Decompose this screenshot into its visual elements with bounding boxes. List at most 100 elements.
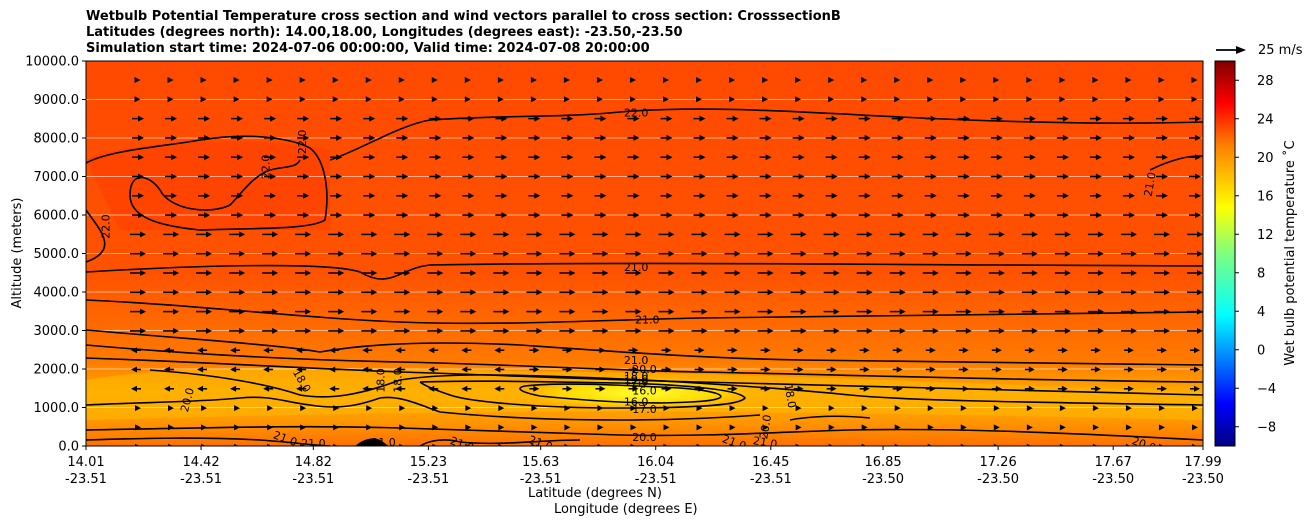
wind-arrow xyxy=(955,250,972,257)
wind-arrow xyxy=(691,308,708,315)
wind-arrow xyxy=(955,231,972,238)
wind-arrow xyxy=(856,327,873,334)
wind-arrow xyxy=(1056,115,1069,122)
quiver-key-arrow xyxy=(1216,46,1246,54)
wind-arrow xyxy=(361,327,378,334)
wind-arrow xyxy=(1189,212,1201,219)
contour-label: 20.0 xyxy=(1130,434,1157,455)
contour-18-b xyxy=(86,396,761,421)
wind-arrow xyxy=(361,250,378,257)
wind-arrow xyxy=(988,270,1005,276)
wind-arrow xyxy=(823,289,840,296)
wind-arrow xyxy=(823,270,840,276)
wind-arrow xyxy=(990,212,1003,219)
wind-arrow xyxy=(724,289,741,296)
wind-arrow xyxy=(396,154,409,161)
wind-arrow xyxy=(696,96,703,103)
wind-arrow xyxy=(1056,134,1069,141)
contour-22-upper xyxy=(329,108,1203,161)
wind-arrow xyxy=(329,385,340,392)
wind-arrow xyxy=(790,270,807,276)
wind-arrow xyxy=(494,385,505,392)
wind-arrow xyxy=(790,250,807,257)
wind-arrow xyxy=(1156,366,1167,373)
wind-arrow xyxy=(724,308,741,315)
wind-arrow xyxy=(163,270,180,276)
colorbar-tick-label: 8 xyxy=(1257,266,1265,281)
wind-arrow xyxy=(691,289,708,296)
wind-arrow xyxy=(197,347,208,354)
wind-arrow xyxy=(164,385,175,392)
wind-arrow xyxy=(825,115,838,122)
wind-arrow xyxy=(795,424,802,431)
wind-arrow xyxy=(332,96,339,103)
wind-arrow xyxy=(427,231,444,238)
wind-arrow xyxy=(922,270,939,276)
wind-arrow xyxy=(592,250,609,257)
wind-arrow xyxy=(1087,270,1104,276)
wind-arrow xyxy=(793,347,804,354)
x-tick-label-lat: 16.04 xyxy=(637,455,674,470)
warm-cell-upper-left xyxy=(86,141,330,230)
wind-arrow xyxy=(1092,405,1099,412)
wind-arrow xyxy=(825,212,838,219)
wind-arrow xyxy=(530,77,537,83)
wind-arrow xyxy=(924,173,937,180)
wind-arrow xyxy=(394,231,411,238)
contour-label: 21.0 xyxy=(448,434,475,455)
contour-label-group: 17.0 xyxy=(624,375,649,388)
wind-arrow xyxy=(595,385,606,392)
wind-arrow xyxy=(891,192,904,199)
wind-arrow xyxy=(561,154,574,161)
wind-arrow xyxy=(429,154,442,161)
wind-arrow xyxy=(1090,385,1101,392)
wind-arrow xyxy=(464,96,471,103)
colorbar-tick-label: 24 xyxy=(1257,112,1274,127)
colorbar-tick-label: 0 xyxy=(1257,343,1265,358)
x-tick-label-lon: -23.51 xyxy=(407,472,449,487)
wind-arrow xyxy=(628,385,639,392)
wind-arrow xyxy=(696,424,703,431)
contour-21-right xyxy=(1149,155,1203,171)
wind-arrow xyxy=(1122,134,1135,141)
wind-arrow xyxy=(790,289,807,296)
wind-arrow xyxy=(297,212,310,219)
wind-arrow xyxy=(229,327,246,334)
contour-label: 18.0 xyxy=(392,368,405,393)
wind-arrow xyxy=(924,154,937,161)
contour-label: 20.0 xyxy=(757,414,774,440)
contour-label: 21.0 xyxy=(752,434,778,451)
wind-arrow xyxy=(955,327,972,334)
wind-arrow xyxy=(1156,347,1167,354)
wind-arrow xyxy=(201,405,208,412)
wind-arrow xyxy=(1191,96,1198,103)
wind-arrow xyxy=(1023,115,1036,122)
contour-label: 17.0 xyxy=(632,403,657,416)
wind-arrow xyxy=(198,115,211,122)
wind-arrow xyxy=(988,250,1005,257)
wind-arrow xyxy=(134,96,141,103)
wind-arrow xyxy=(1026,77,1033,83)
wind-arrow xyxy=(858,154,871,161)
wind-arrow xyxy=(658,289,675,296)
wind-arrow xyxy=(561,134,574,141)
wind-arrow xyxy=(990,134,1003,141)
wind-arrow xyxy=(1056,173,1069,180)
wind-arrow xyxy=(1189,173,1201,180)
wind-arrow xyxy=(1023,212,1036,219)
wind-arrow xyxy=(332,77,339,83)
wind-arrow xyxy=(627,115,640,122)
colorbar-label: Wet bulb potential temperature ˚C xyxy=(1282,140,1298,365)
wind-arrow xyxy=(729,96,736,103)
wind-arrow xyxy=(960,77,967,83)
wind-arrow xyxy=(1092,424,1099,431)
contour-label: 17.0 xyxy=(624,375,649,388)
contour-label: 21.0 xyxy=(624,261,649,274)
wind-arrow xyxy=(1187,270,1203,276)
wind-arrow xyxy=(957,134,970,141)
contour-label-group: 19.0 xyxy=(624,373,649,386)
wind-arrow xyxy=(300,405,307,412)
wind-arrow xyxy=(629,77,636,83)
x-tick-label-lat: 14.82 xyxy=(295,455,332,470)
wind-arrow xyxy=(328,250,345,257)
